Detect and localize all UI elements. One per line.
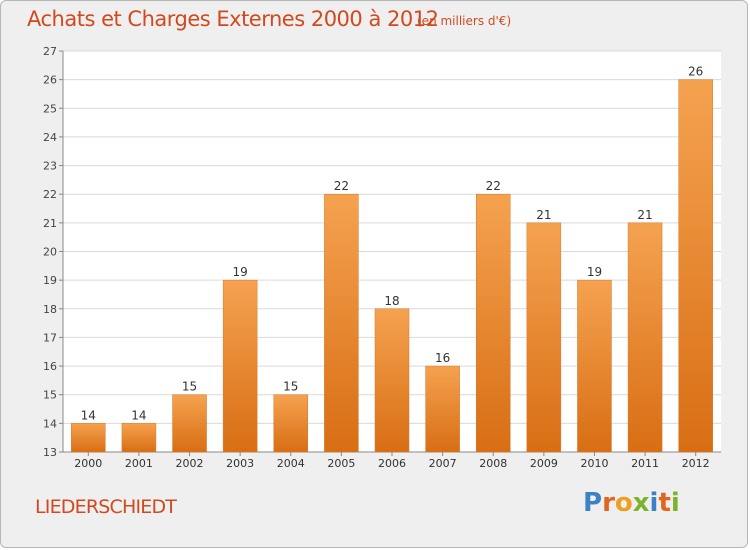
y-tick-label: 15	[43, 389, 57, 402]
x-tick-label: 2011	[631, 457, 659, 470]
bar-value-label: 14	[131, 408, 146, 422]
logo-letter: o	[614, 488, 633, 518]
logo-letter: r	[602, 488, 615, 518]
bar	[627, 222, 663, 453]
bar	[374, 308, 410, 453]
x-tick-label: 2004	[277, 457, 305, 470]
y-tick-label: 22	[43, 188, 57, 201]
logo-letter: P	[583, 488, 603, 518]
y-tick-label: 19	[43, 274, 57, 287]
bar	[577, 279, 612, 453]
x-tick-label: 2006	[378, 457, 406, 470]
bar	[71, 423, 106, 453]
bar-value-label: 19	[233, 265, 248, 279]
x-tick-label: 2007	[429, 457, 457, 470]
proxiti-logo[interactable]: Proxiti	[583, 488, 680, 518]
x-tick-label: 2009	[530, 457, 558, 470]
bar-value-label: 15	[283, 380, 298, 394]
y-tick-label: 17	[43, 331, 57, 344]
bar-value-label: 26	[688, 65, 703, 79]
y-tick-label: 13	[43, 446, 57, 459]
x-tick-label: 2008	[479, 457, 507, 470]
bar	[475, 193, 511, 453]
chart-subtitle: (en milliers d'€)	[417, 14, 512, 28]
bar	[425, 365, 460, 453]
logo-letter: t	[658, 488, 671, 518]
y-tick-label: 25	[43, 102, 57, 115]
y-tick-label: 16	[43, 360, 57, 373]
y-tick-label: 27	[43, 45, 57, 58]
chart-title: Achats et Charges Externes 2000 à 2012	[27, 7, 439, 31]
x-tick-label: 2001	[125, 457, 153, 470]
y-tick-label: 21	[43, 217, 57, 230]
bar	[222, 279, 258, 453]
bar-value-label: 21	[637, 208, 652, 222]
x-tick-label: 2005	[327, 457, 355, 470]
y-tick-label: 14	[43, 417, 57, 430]
x-tick-label: 2010	[580, 457, 608, 470]
logo-letter: i	[670, 488, 680, 518]
bar	[324, 193, 359, 453]
bar	[273, 394, 309, 453]
y-tick-label: 24	[43, 131, 57, 144]
commune-name: LIEDERSCHIEDT	[35, 496, 177, 518]
y-tick-label: 18	[43, 303, 57, 316]
bar-value-label: 15	[182, 380, 197, 394]
bar-value-label: 14	[81, 408, 96, 422]
x-tick-label: 2003	[226, 457, 254, 470]
x-tick-label: 2000	[74, 457, 102, 470]
bar-value-label: 21	[536, 208, 551, 222]
y-tick-label: 23	[43, 160, 57, 173]
bar	[526, 222, 562, 453]
x-tick-label: 2012	[682, 457, 710, 470]
y-tick-label: 20	[43, 246, 57, 259]
bar	[172, 394, 207, 453]
bar-value-label: 18	[384, 294, 399, 308]
bar-value-label: 16	[435, 351, 450, 365]
bar	[121, 423, 157, 453]
bar-value-label: 19	[587, 265, 602, 279]
logo-letter: i	[649, 488, 659, 518]
bar	[678, 79, 713, 453]
y-tick-label: 26	[43, 74, 57, 87]
x-tick-label: 2002	[176, 457, 204, 470]
bar-value-label: 22	[334, 179, 349, 193]
logo-letter: x	[632, 488, 650, 518]
bar-value-label: 22	[486, 179, 501, 193]
